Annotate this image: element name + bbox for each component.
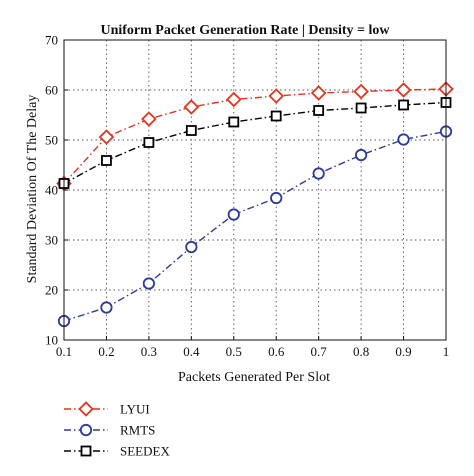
tick-labels: 0.1 0.2 0.3 0.4 0.5 0.6 0.7 0.8 0.9 1 10 20 30 40 50 60… bbox=[45, 33, 449, 360]
y-tick-label: 30 bbox=[45, 233, 58, 248]
data-point bbox=[227, 208, 240, 221]
data-point bbox=[98, 129, 115, 145]
data-point bbox=[185, 125, 197, 136]
y-tick-label: 50 bbox=[45, 133, 58, 148]
legend-marker bbox=[79, 423, 93, 437]
data-point bbox=[270, 191, 283, 205]
data-point bbox=[228, 116, 240, 128]
data-point bbox=[355, 148, 368, 162]
y-tick-label: 10 bbox=[45, 333, 58, 348]
legend-label: RMTS bbox=[120, 423, 155, 438]
grid bbox=[63, 39, 447, 341]
legend-item-rmts: RMTS bbox=[64, 423, 155, 438]
x-tick-label: 0.1 bbox=[56, 344, 72, 359]
data-point bbox=[226, 91, 242, 108]
data-point bbox=[353, 83, 369, 100]
legend-label: SEEDEX bbox=[120, 444, 170, 459]
legend-marker bbox=[80, 445, 92, 457]
legend-label: LYUI bbox=[120, 402, 150, 417]
series-lyui bbox=[56, 81, 454, 192]
series-line bbox=[63, 130, 447, 322]
series-rmts bbox=[57, 125, 453, 328]
legend-item-lyui: LYUI bbox=[64, 401, 150, 417]
x-tick-label: 1 bbox=[443, 344, 450, 359]
data-point bbox=[143, 137, 155, 148]
x-tick-label: 0.6 bbox=[268, 344, 285, 359]
chart-title: Uniform Packet Generation Rate | Density… bbox=[100, 23, 390, 38]
y-axis-label: Standard Deviation Of The Delay bbox=[25, 95, 40, 284]
y-tick-label: 40 bbox=[45, 183, 58, 198]
data-point bbox=[183, 99, 200, 115]
data-point bbox=[185, 240, 198, 254]
data-point bbox=[142, 277, 155, 290]
series-line bbox=[63, 88, 447, 184]
data-point bbox=[312, 167, 325, 180]
y-tick-label: 60 bbox=[45, 83, 58, 98]
data-point bbox=[395, 82, 412, 98]
x-tick-label: 0.3 bbox=[141, 344, 157, 359]
x-axis-label: Packets Generated Per Slot bbox=[178, 370, 330, 385]
series-layer bbox=[56, 81, 454, 328]
data-point bbox=[313, 105, 325, 116]
series-seedex bbox=[58, 97, 452, 189]
data-point bbox=[398, 99, 409, 111]
x-tick-label: 0.5 bbox=[226, 344, 242, 359]
legend-marker bbox=[78, 401, 94, 417]
x-tick-label: 0.4 bbox=[183, 344, 200, 359]
data-point bbox=[101, 155, 112, 166]
legend-item-seedex: SEEDEX bbox=[64, 444, 170, 459]
y-tick-label: 70 bbox=[45, 33, 58, 48]
data-point bbox=[100, 301, 113, 314]
x-tick-label: 0.9 bbox=[395, 344, 411, 359]
x-tick-label: 0.2 bbox=[98, 344, 114, 359]
data-point bbox=[268, 88, 284, 104]
data-point bbox=[141, 111, 157, 127]
data-point bbox=[355, 102, 367, 114]
data-point bbox=[310, 85, 327, 101]
x-tick-label: 0.8 bbox=[353, 344, 369, 359]
data-point bbox=[270, 110, 282, 122]
x-tick-label: 0.7 bbox=[311, 344, 328, 359]
y-tick-label: 20 bbox=[45, 283, 58, 298]
data-point bbox=[397, 133, 410, 146]
series-line bbox=[63, 101, 447, 185]
legend: LYUI RMTS SEEDEX bbox=[64, 401, 170, 459]
